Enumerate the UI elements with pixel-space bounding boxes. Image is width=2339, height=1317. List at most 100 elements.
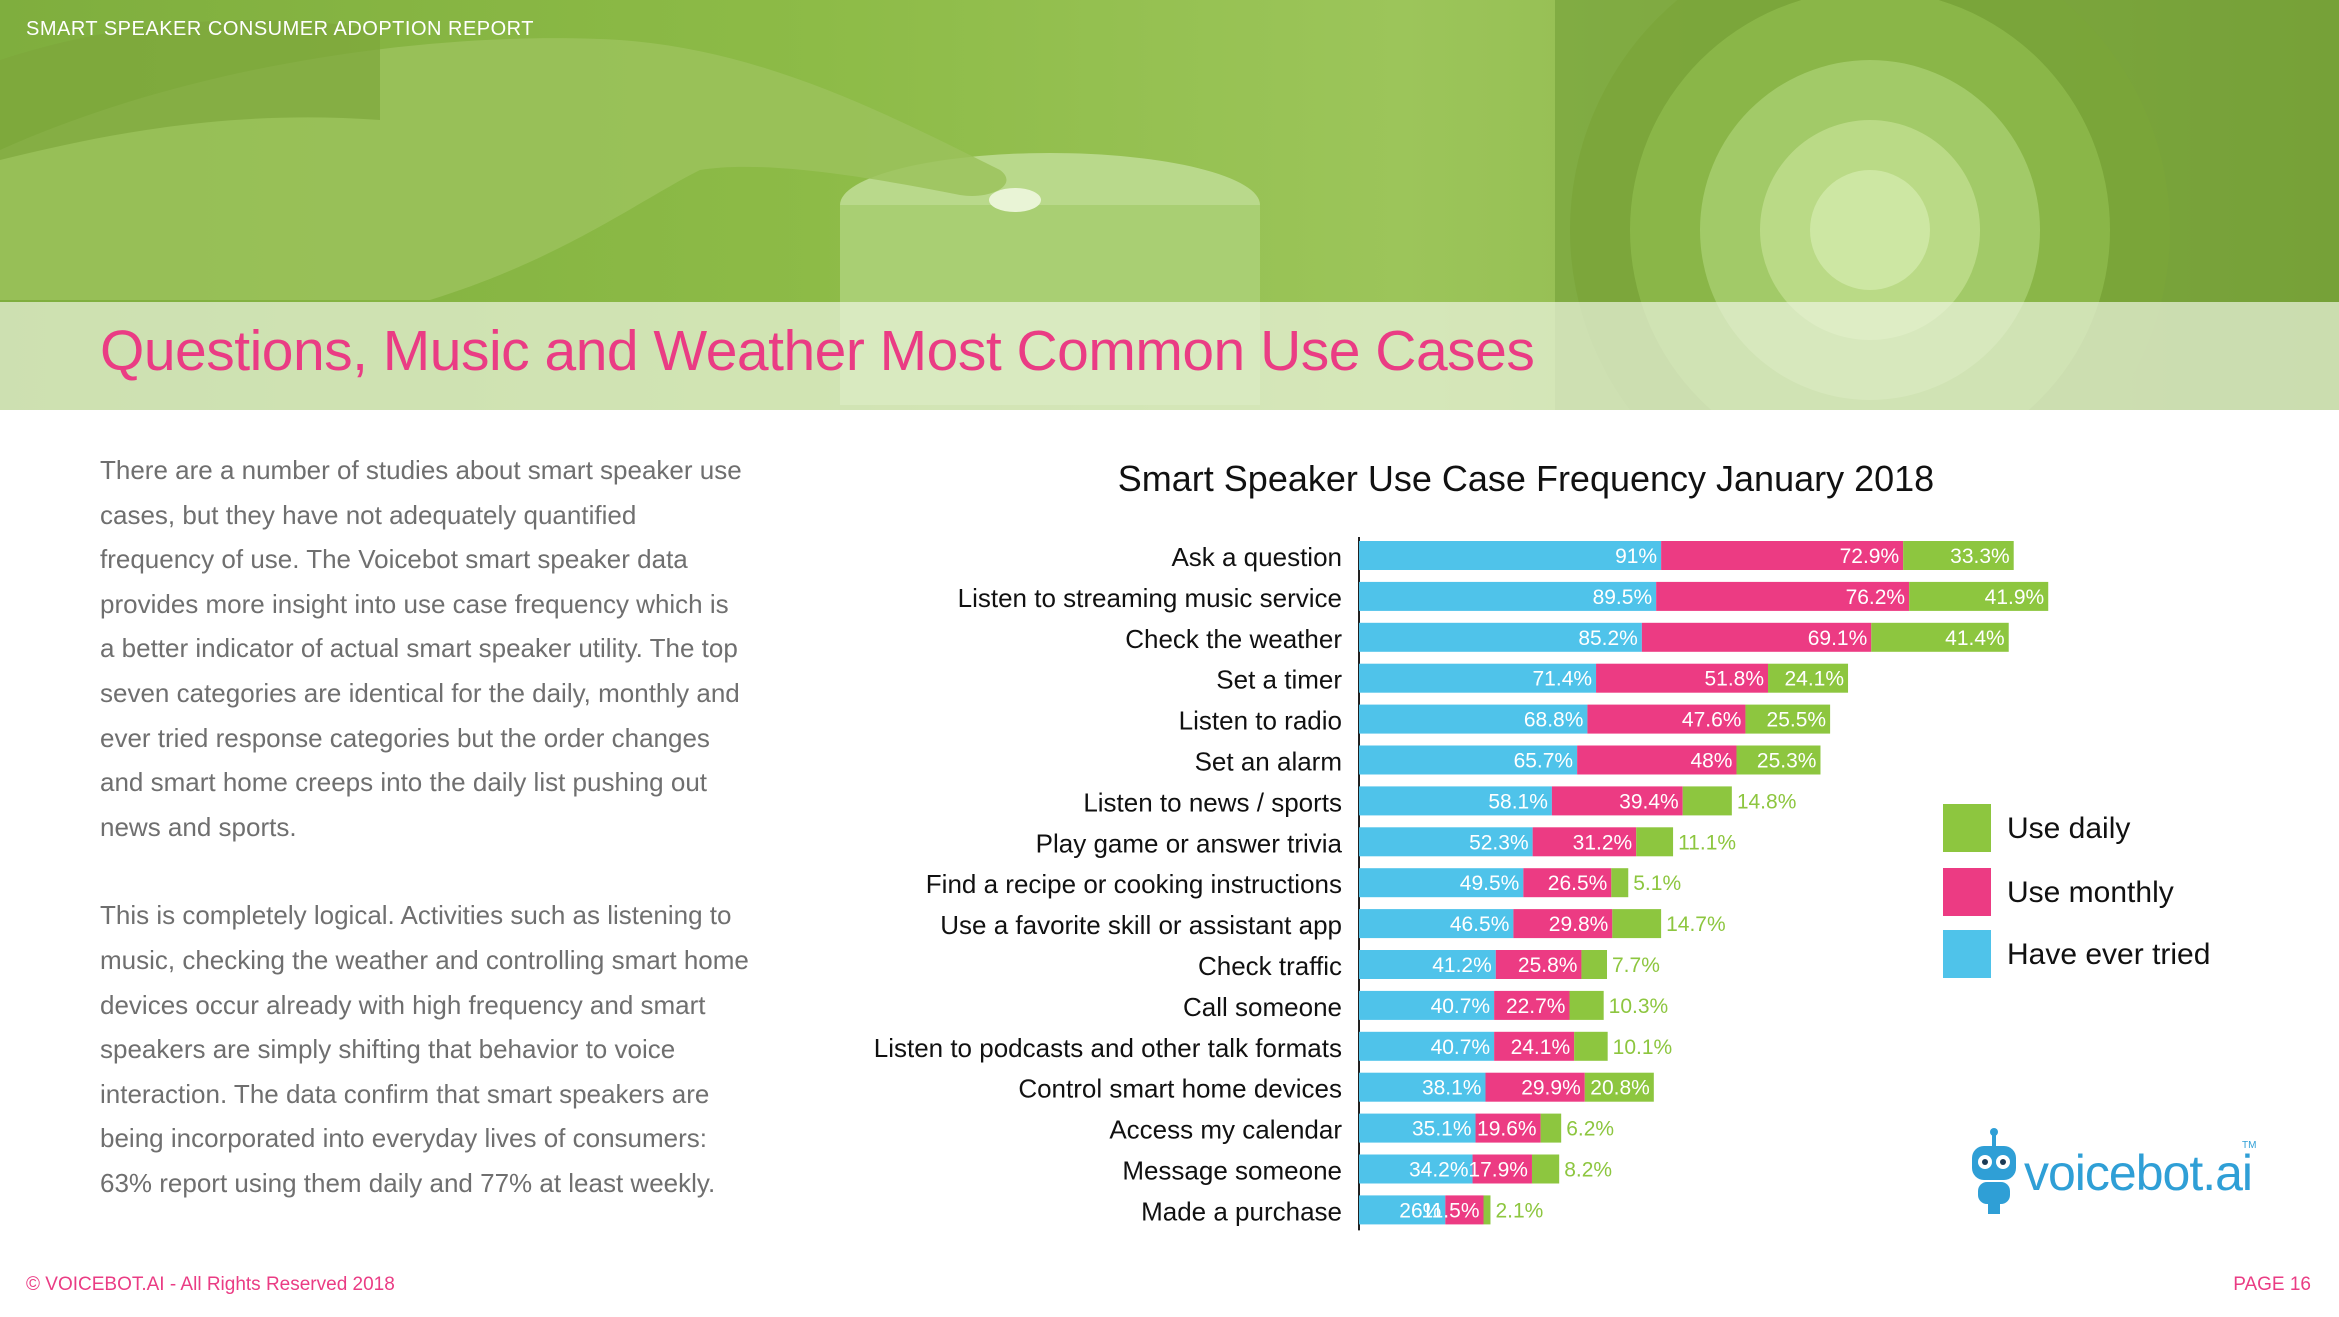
bar-daily bbox=[1574, 1031, 1608, 1061]
category-label: Access my calendar bbox=[1109, 1115, 1342, 1145]
data-label-monthly: 69.1% bbox=[1808, 627, 1868, 650]
data-label-ever: 52.3% bbox=[1469, 831, 1529, 854]
legend-label-daily: Use daily bbox=[2007, 812, 2131, 845]
bar-ever bbox=[1359, 909, 1514, 939]
data-label-daily: 14.7% bbox=[1666, 913, 1726, 936]
bar-daily bbox=[1540, 1113, 1562, 1143]
bar-daily bbox=[1871, 622, 2009, 652]
voicebot-logo: voicebot.ai TM bbox=[1966, 1128, 2266, 1218]
bar-ever bbox=[1359, 868, 1524, 898]
data-label-daily: 5.1% bbox=[1633, 872, 1681, 895]
data-label-daily: 7.7% bbox=[1612, 954, 1660, 977]
data-label-ever: 38.1% bbox=[1422, 1077, 1482, 1100]
data-label-daily: 20.8% bbox=[1590, 1077, 1650, 1100]
data-label-monthly: 51.8% bbox=[1704, 668, 1764, 691]
bar-daily bbox=[1745, 704, 1831, 734]
data-label-daily: 24.1% bbox=[1784, 668, 1844, 691]
body-text: There are a number of studies about smar… bbox=[100, 448, 750, 1250]
data-label-daily: 10.1% bbox=[1613, 1036, 1673, 1059]
data-label-monthly: 76.2% bbox=[1846, 586, 1906, 609]
bar-daily bbox=[1581, 950, 1608, 979]
bar-ever bbox=[1359, 581, 1657, 611]
bar-daily bbox=[1736, 745, 1821, 775]
data-label-ever: 41.2% bbox=[1432, 954, 1492, 977]
data-label-monthly: 29.8% bbox=[1549, 913, 1609, 936]
data-label-monthly: 26.5% bbox=[1548, 872, 1608, 895]
data-label-daily: 41.4% bbox=[1945, 627, 2005, 650]
data-label-ever: 89.5% bbox=[1593, 586, 1653, 609]
bar-daily bbox=[1768, 663, 1849, 693]
legend-label-ever: Have ever tried bbox=[2007, 938, 2211, 971]
bar-monthly bbox=[1596, 663, 1769, 693]
category-label: Set a timer bbox=[1216, 665, 1342, 695]
logo-tm: TM bbox=[2242, 1140, 2257, 1151]
page-title: Questions, Music and Weather Most Common… bbox=[100, 319, 1535, 383]
legend-swatch-monthly bbox=[1943, 868, 1991, 916]
data-label-daily: 14.8% bbox=[1737, 790, 1797, 813]
bar-monthly bbox=[1513, 909, 1613, 939]
data-label-daily: 41.9% bbox=[1985, 586, 2045, 609]
data-label-ever: 40.7% bbox=[1431, 1036, 1491, 1059]
bar-monthly bbox=[1494, 1031, 1575, 1061]
data-label-ever: 26% bbox=[1399, 1199, 1441, 1222]
category-label: Made a purchase bbox=[1141, 1196, 1342, 1226]
data-label-ever: 58.1% bbox=[1488, 790, 1548, 813]
bar-ever bbox=[1359, 1154, 1473, 1184]
data-label-ever: 49.5% bbox=[1460, 872, 1520, 895]
bar-daily bbox=[1636, 827, 1674, 857]
legend-swatch-daily bbox=[1943, 804, 1991, 852]
bar-daily bbox=[1483, 1195, 1491, 1225]
legend-item-monthly: Use monthly bbox=[1943, 868, 2303, 918]
category-label: Listen to news / sports bbox=[1083, 787, 1342, 817]
bar-monthly bbox=[1495, 950, 1582, 979]
bar-ever bbox=[1359, 1072, 1486, 1102]
data-label-ever: 68.8% bbox=[1524, 709, 1584, 732]
bar-daily bbox=[1569, 990, 1604, 1020]
data-label-daily: 33.3% bbox=[1950, 545, 2010, 568]
bar-monthly bbox=[1641, 622, 1872, 652]
bar-monthly bbox=[1532, 827, 1637, 857]
bar-ever bbox=[1359, 622, 1642, 652]
bar-ever bbox=[1359, 704, 1588, 734]
category-label: Ask a question bbox=[1171, 542, 1342, 572]
bar-daily bbox=[1612, 909, 1662, 939]
category-label: Listen to radio bbox=[1179, 706, 1342, 736]
category-label: Check the weather bbox=[1125, 624, 1342, 654]
category-label: Use a favorite skill or assistant app bbox=[940, 910, 1342, 940]
data-label-monthly: 29.9% bbox=[1521, 1077, 1581, 1100]
data-label-monthly: 31.2% bbox=[1573, 831, 1633, 854]
data-label-monthly: 39.4% bbox=[1619, 790, 1679, 813]
legend-label-monthly: Use monthly bbox=[2007, 876, 2174, 909]
bar-daily bbox=[1531, 1154, 1560, 1184]
bar-monthly bbox=[1475, 1113, 1541, 1143]
bar-ever bbox=[1359, 950, 1496, 979]
bar-daily bbox=[1611, 868, 1629, 898]
category-label: Find a recipe or cooking instructions bbox=[926, 869, 1342, 899]
bar-ever bbox=[1359, 786, 1552, 816]
data-label-ever: 91% bbox=[1615, 545, 1657, 568]
data-label-monthly: 17.9% bbox=[1468, 1159, 1528, 1182]
category-label: Call someone bbox=[1183, 992, 1342, 1022]
bar-monthly bbox=[1445, 1195, 1484, 1225]
copyright-text: © VOICEBOT.AI - All Rights Reserved 2018 bbox=[26, 1274, 395, 1295]
hero-banner: SMART SPEAKER CONSUMER ADOPTION REPORT bbox=[0, 0, 2339, 410]
data-label-ever: 40.7% bbox=[1431, 995, 1491, 1018]
title-band bbox=[0, 302, 2339, 410]
bar-monthly bbox=[1577, 745, 1737, 775]
bar-daily bbox=[1584, 1072, 1654, 1102]
category-label: Set an alarm bbox=[1195, 747, 1342, 777]
data-label-monthly: 11.5% bbox=[1422, 1199, 1480, 1222]
data-label-daily: 8.2% bbox=[1564, 1159, 1612, 1182]
body-paragraph-2: This is completely logical. Activities s… bbox=[100, 900, 749, 1198]
data-label-monthly: 22.7% bbox=[1506, 995, 1566, 1018]
bar-monthly bbox=[1494, 990, 1570, 1020]
category-label: Message someone bbox=[1122, 1156, 1342, 1186]
bar-monthly bbox=[1523, 868, 1612, 898]
robot-icon bbox=[1972, 1128, 2016, 1214]
data-label-monthly: 48% bbox=[1690, 750, 1732, 773]
category-label: Check traffic bbox=[1198, 951, 1342, 981]
page-number: PAGE 16 bbox=[2233, 1274, 2311, 1295]
bar-daily bbox=[1903, 541, 2014, 570]
data-label-ever: 65.7% bbox=[1514, 750, 1574, 773]
legend-swatch-ever bbox=[1943, 930, 1991, 978]
